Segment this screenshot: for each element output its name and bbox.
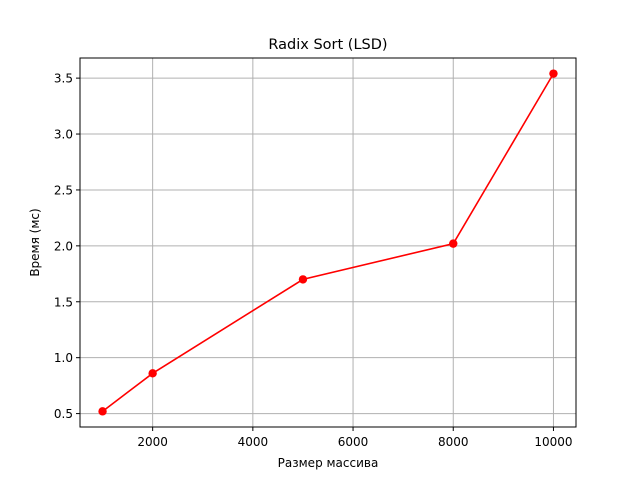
series-layer [98,69,558,416]
x-axis-label: Размер массива [278,456,379,470]
data-point [298,275,308,284]
data-point [449,239,458,248]
chart-title: Radix Sort (LSD) [268,37,387,53]
grid-lines [80,58,576,427]
y-tick-label: 2.0 [54,239,73,253]
data-point [549,69,558,78]
y-tick-label: 3.0 [54,128,73,142]
y-axis-ticks: 0.5 1.0 1.5 2.0 2.5 3.0 3.5 [54,72,80,421]
data-point [98,407,107,416]
data-point [148,369,157,378]
x-axis-ticks: 2000 4000 6000 8000 10000 [137,427,573,449]
x-tick-label: 4000 [238,435,269,449]
x-tick-label: 6000 [338,435,369,449]
y-axis-label: Время (мс) [28,208,42,276]
series-line [102,73,555,412]
y-tick-label: 2.5 [54,183,73,197]
x-tick-label: 2000 [137,435,168,449]
plot-frame [79,57,577,428]
y-tick-label: 1.0 [54,351,73,365]
y-tick-label: 0.5 [54,407,73,421]
x-tick-label: 10000 [534,435,572,449]
y-tick-label: 1.5 [54,295,73,309]
y-tick-label: 3.5 [54,72,73,86]
x-tick-label: 8000 [438,435,469,449]
